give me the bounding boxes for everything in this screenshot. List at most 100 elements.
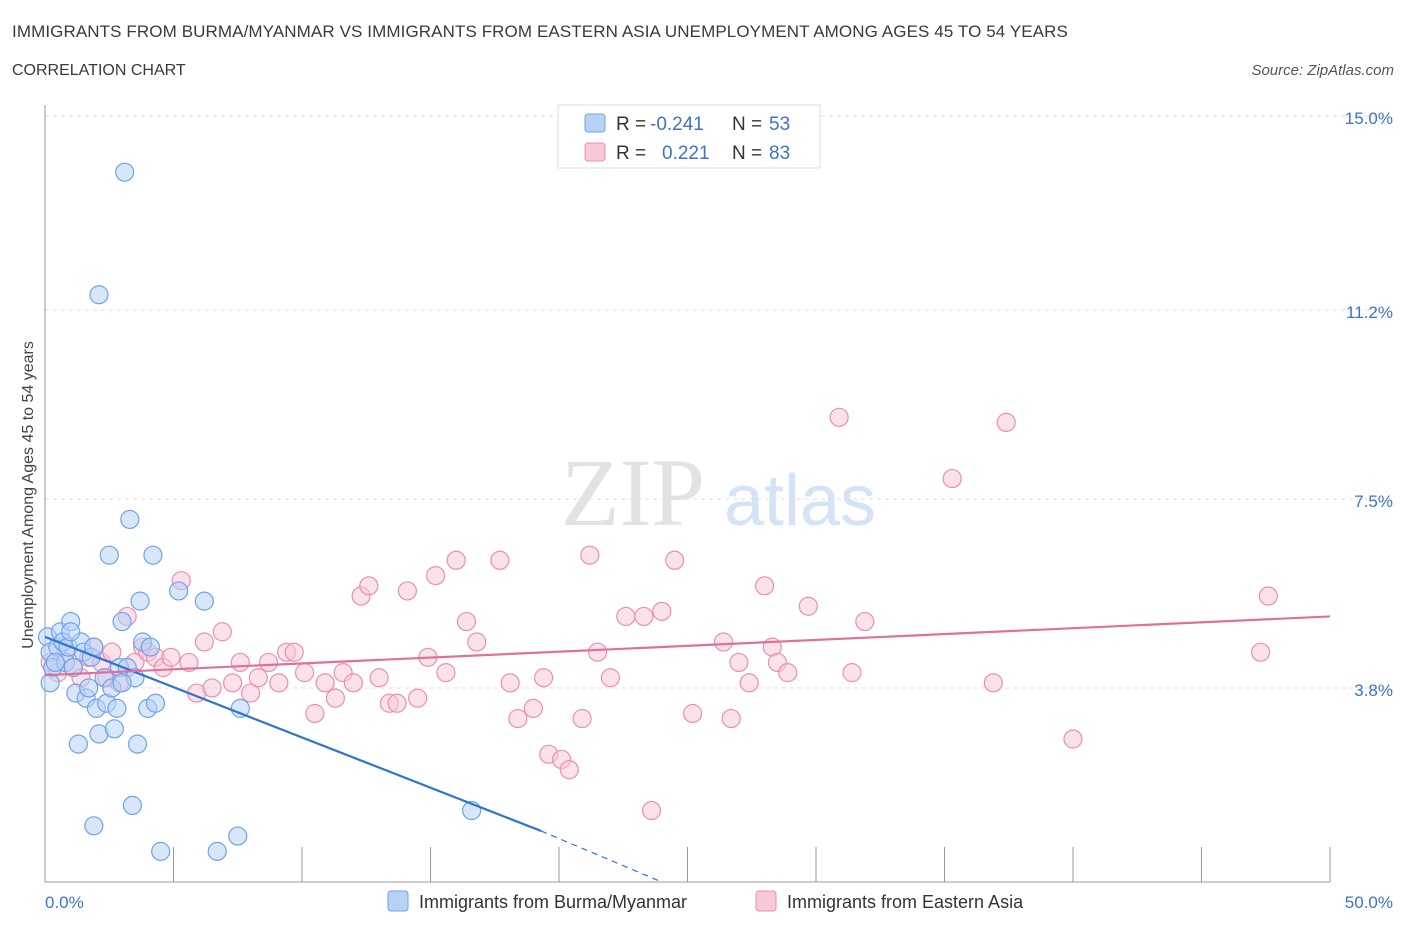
eastasia-point (397, 581, 417, 601)
y-tick-label: 11.2% (1346, 303, 1393, 322)
eastasia-point (721, 708, 741, 729)
y-tick-label: 3.8% (1354, 681, 1393, 700)
burma-point (112, 673, 132, 693)
burma-point (89, 285, 109, 305)
eastasia-point (490, 550, 510, 570)
burma-point (127, 734, 148, 754)
eastasia-point (369, 668, 389, 688)
eastasia-point (1258, 586, 1278, 606)
burma-point (122, 795, 142, 816)
eastasia-point (600, 668, 621, 688)
eastasia-point (1251, 642, 1271, 662)
trend-lines (44, 615, 1331, 883)
eastasia-point (533, 668, 554, 688)
eastasia-point (559, 760, 579, 780)
eastasia-point (754, 576, 775, 596)
y-tick-labels: 3.8% 7.5% 11.2% 15.0% (1345, 109, 1393, 700)
watermark-zip: ZIP (561, 439, 705, 546)
eastasia-point (241, 683, 261, 703)
burma-point (120, 509, 140, 530)
eastasia-point (523, 698, 543, 718)
eastasia-point (223, 673, 243, 693)
eastasia-point (983, 673, 1003, 693)
eastasia-point (798, 596, 818, 616)
burma-point (115, 162, 135, 182)
eastasia-n-label: N = (732, 143, 762, 164)
bottom-legend: Immigrants from Burma/Myanmar Immigrants… (387, 890, 1024, 912)
burma-point (61, 622, 81, 642)
bottom-legend-burma-label: Immigrants from Burma/Myanmar (419, 892, 687, 912)
eastasia-point (179, 652, 199, 673)
eastasia-point (194, 632, 214, 652)
eastasia-point (230, 652, 250, 673)
eastasia-point (305, 703, 325, 724)
eastasia-legend-swatch (584, 142, 606, 162)
eastasia-point (387, 693, 407, 713)
eastasia-point (202, 678, 222, 698)
burma-legend-swatch (584, 113, 606, 133)
eastasia-point (778, 663, 798, 683)
chart-title: IMMIGRANTS FROM BURMA/MYANMAR VS IMMIGRA… (12, 22, 1068, 41)
burma-point (40, 673, 60, 693)
eastasia-point (161, 647, 181, 667)
y-tick-label: 15.0% (1345, 109, 1393, 128)
burma-point (84, 816, 104, 836)
burma-point (68, 734, 89, 754)
eastasia-point (408, 688, 428, 708)
eastasia-point (359, 576, 379, 596)
x-tick-marks (44, 847, 1331, 882)
eastasia-point (739, 673, 759, 693)
gridlines (45, 115, 1390, 689)
burma-point (194, 591, 214, 611)
eastasia-n-value: 83 (769, 143, 790, 164)
eastasia-point (729, 652, 749, 673)
eastasia-r-value: 0.221 (662, 143, 710, 164)
eastasia-point (456, 611, 477, 632)
bottom-legend-eastasia-label: Immigrants from Eastern Asia (787, 892, 1024, 912)
burma-point (107, 698, 127, 718)
burma-points (37, 162, 482, 861)
x-tick-label-min: 0.0% (45, 893, 84, 912)
x-tick-label-max: 50.0% (1345, 893, 1393, 912)
eastasia-point (500, 673, 520, 693)
burma-point (207, 841, 227, 861)
eastasia-point (713, 632, 734, 652)
burma-r-label: R = (616, 114, 646, 135)
eastasia-point (325, 688, 346, 708)
burma-r-value: -0.241 (650, 114, 704, 135)
eastasia-point (580, 545, 600, 565)
y-axis-label: Unemployment Among Ages 45 to 54 years (20, 341, 37, 649)
eastasia-point (842, 663, 862, 683)
eastasia-point (665, 550, 685, 570)
eastasia-point (855, 611, 875, 632)
burma-point (112, 611, 132, 632)
eastasia-point (652, 601, 672, 621)
burma-point (169, 581, 189, 601)
burma-n-value: 53 (769, 114, 790, 135)
eastasia-point (284, 642, 304, 662)
eastasia-point (426, 565, 446, 586)
eastasia-point (641, 800, 662, 821)
eastasia-point (258, 652, 279, 673)
eastasia-point (436, 663, 456, 683)
burma-point (228, 826, 248, 846)
bottom-legend-burma-swatch (387, 890, 409, 912)
burma-point (230, 698, 250, 718)
stats-legend: R = -0.241 N = 53 R = 0.221 N = 83 (557, 104, 821, 169)
burma-point (45, 652, 65, 673)
eastasia-point (634, 606, 654, 627)
y-tick-label: 7.5% (1354, 492, 1393, 511)
burma-point (63, 657, 83, 678)
eastasia-trend-line (44, 615, 1331, 677)
eastasia-point (942, 468, 962, 489)
eastasia-point (616, 606, 636, 627)
burma-point (143, 545, 163, 565)
burma-n-label: N = (732, 114, 762, 135)
eastasia-point (343, 673, 363, 693)
eastasia-point (446, 550, 466, 570)
burma-point (140, 637, 160, 657)
eastasia-point (467, 632, 487, 652)
eastasia-point (212, 622, 232, 642)
burma-point (99, 545, 119, 565)
